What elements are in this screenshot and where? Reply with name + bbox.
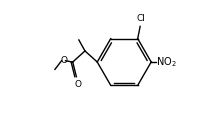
- Text: O: O: [74, 80, 81, 89]
- Text: O: O: [60, 56, 67, 65]
- Text: Cl: Cl: [137, 14, 146, 23]
- Text: NO$_2$: NO$_2$: [156, 55, 177, 69]
